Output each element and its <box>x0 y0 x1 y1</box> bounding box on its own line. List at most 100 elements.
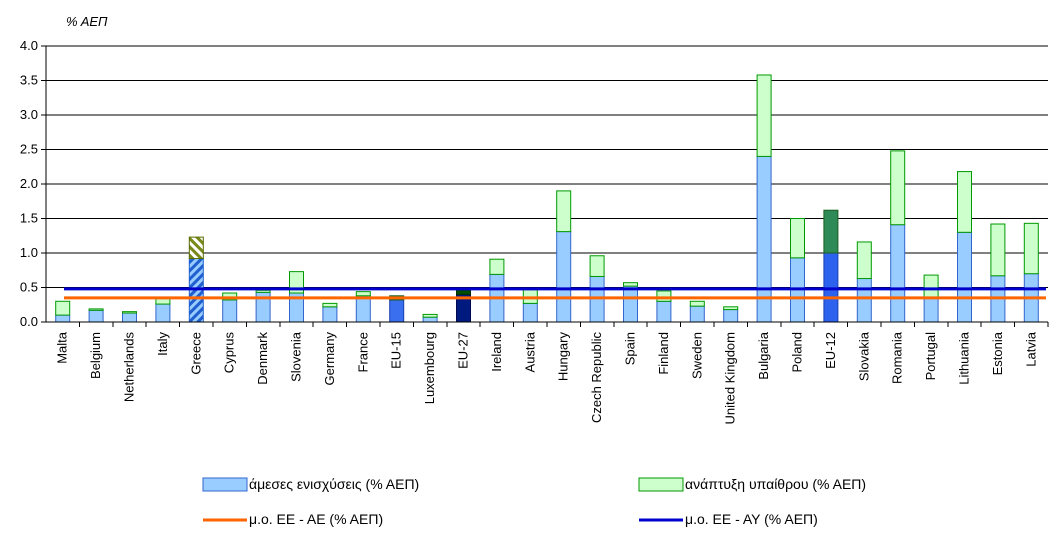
y-tick-label: 0.0 <box>20 314 38 329</box>
bar-direct-support <box>55 314 71 323</box>
x-tick-label: Estonia <box>990 331 1005 375</box>
x-tick-label: Finland <box>656 332 671 375</box>
x-tick-label: Belgium <box>88 332 103 379</box>
bar-rural-development <box>355 291 371 297</box>
bar-rural-development <box>823 209 839 254</box>
bar-rural-development <box>689 300 705 307</box>
x-tick-label: Slovakia <box>856 331 871 381</box>
y-tick-label: 0.5 <box>20 280 38 295</box>
legend-item: μ.ο. ΕΕ - ΑΥ (% ΑΕΠ) <box>639 511 818 527</box>
bar-rural-development <box>923 274 939 299</box>
x-tick-label: United Kingdom <box>723 332 738 425</box>
x-tick-label: Germany <box>322 332 337 386</box>
x-tick-label: Italy <box>155 332 170 356</box>
bar-rural-development <box>623 282 638 287</box>
x-tick-label: Spain <box>623 332 638 365</box>
bar-rural-development <box>890 150 906 226</box>
x-tick-label: EU-12 <box>823 332 838 369</box>
bar-rural-development <box>88 308 104 311</box>
x-tick-label: Denmark <box>255 332 270 385</box>
bar-direct-support <box>856 278 872 323</box>
x-tick-label: Cyprus <box>222 332 237 374</box>
x-tick-label: EU-15 <box>389 332 404 369</box>
y-tick-label: 1.0 <box>20 245 38 260</box>
bar-direct-support <box>422 316 438 323</box>
bar-direct-support <box>723 309 739 323</box>
bar-direct-support <box>689 305 705 323</box>
x-tick-label: Ireland <box>489 332 504 372</box>
x-tick-label: Romania <box>890 331 905 384</box>
bar-direct-support <box>222 299 238 323</box>
bar-rural-development <box>589 255 605 277</box>
bar-rural-development <box>790 218 805 259</box>
reference-lines <box>64 287 1046 300</box>
bar-rural-development <box>756 74 772 157</box>
y-tick-label: 1.5 <box>20 211 38 226</box>
bar-rural-development <box>957 171 972 233</box>
x-tick-label: France <box>355 332 370 372</box>
bar-rural-development <box>55 300 71 316</box>
bar-direct-support <box>322 306 338 323</box>
x-tick-label: Poland <box>790 332 805 372</box>
bar-rural-development <box>856 241 872 280</box>
x-tick-label: Slovenia <box>289 331 304 382</box>
bar-direct-support <box>389 299 405 323</box>
x-tick-label: Netherlands <box>122 332 137 403</box>
bar-direct-support <box>656 300 672 323</box>
bar-rural-development <box>422 313 438 318</box>
legend-swatch <box>202 477 248 492</box>
y-tick-label: 2.0 <box>20 176 38 191</box>
bar-direct-support <box>522 302 538 323</box>
legend-item: άμεσες ενισχύσεις (% ΑΕΠ) <box>202 476 419 492</box>
x-tick-label: Czech Republic <box>589 332 604 424</box>
bar-direct-support <box>890 224 906 323</box>
x-tick-label: EU-27 <box>456 332 471 369</box>
x-tick-label: Luxembourg <box>422 332 437 404</box>
bar-rural-development <box>556 190 572 233</box>
x-tick-label: Hungary <box>556 332 571 382</box>
axes: 0.0 0.5 1.0 1.5 2.0 2.5 3.0 3.5 4.0 Malta Belgium N… <box>20 38 1049 425</box>
y-axis-title: % ΑΕΠ <box>66 14 108 29</box>
bars <box>55 74 1039 323</box>
bar-rural-development <box>255 289 271 293</box>
y-tick-label: 2.5 <box>20 142 38 157</box>
legend-label: μ.ο. ΕΕ - ΑΕ (% ΑΕΠ) <box>249 511 383 527</box>
x-tick-label: Greece <box>188 332 203 375</box>
legend-label: άμεσες ενισχύσεις (% ΑΕΠ) <box>249 476 419 492</box>
bar-rural-development <box>188 236 204 260</box>
x-tick-label: Lithuania <box>957 331 972 385</box>
bar-direct-support <box>155 303 171 323</box>
bar-rural-development <box>489 258 505 275</box>
bar-rural-development <box>122 311 137 314</box>
bar-direct-support <box>957 231 972 323</box>
legend-item: μ.ο. ΕΕ - ΑΕ (% ΑΕΠ) <box>203 511 383 527</box>
y-tick-label: 3.0 <box>20 107 38 122</box>
bar-rural-development <box>990 223 1006 277</box>
legend-label: μ.ο. ΕΕ - ΑΥ (% ΑΕΠ) <box>685 511 818 527</box>
legend-label: ανάπτυξη υπαίθρου (% ΑΕΠ) <box>685 476 866 492</box>
legend-item: ανάπτυξη υπαίθρου (% ΑΕΠ) <box>638 476 866 492</box>
bar-direct-support <box>355 295 371 323</box>
x-tick-label: Sweden <box>689 332 704 379</box>
bar-direct-support <box>122 312 137 323</box>
x-tick-label: Portugal <box>923 332 938 381</box>
x-tick-label: Malta <box>55 331 70 364</box>
y-tick-label: 3.5 <box>20 73 38 88</box>
bar-rural-development <box>155 298 171 305</box>
bar-direct-support <box>88 309 104 323</box>
y-tick-label: 4.0 <box>20 38 38 53</box>
x-tick-label: Bulgaria <box>756 331 771 379</box>
bar-rural-development <box>1023 222 1039 275</box>
legend-swatch <box>638 477 684 492</box>
x-tick-label: Austria <box>522 331 537 372</box>
bar-direct-support <box>923 297 939 323</box>
bar-direct-support <box>623 285 638 323</box>
legend: άμεσες ενισχύσεις (% ΑΕΠ) ανάπτυξη υπαίθρ… <box>202 476 866 527</box>
x-tick-label: Latvia <box>1023 331 1038 366</box>
bar-rural-development <box>322 302 338 308</box>
bar-direct-support <box>556 231 572 323</box>
bar-rural-development <box>723 306 739 311</box>
bar-rural-development <box>656 290 672 302</box>
